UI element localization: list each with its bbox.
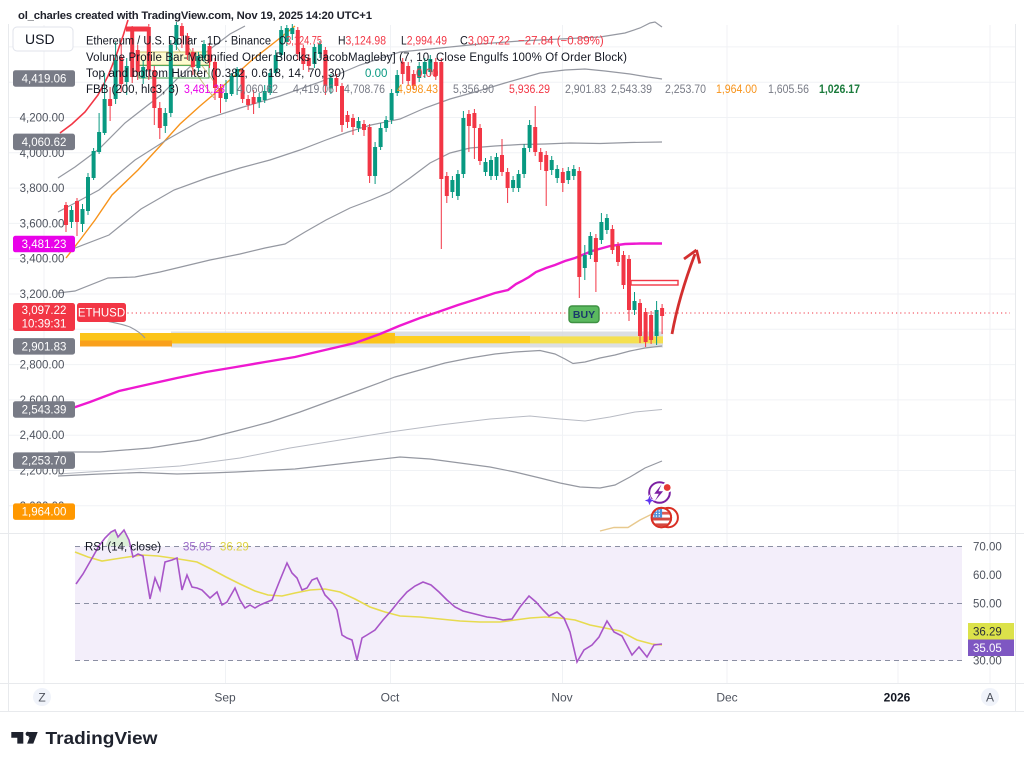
svg-text:FBB (200, hlc3, 3): FBB (200, hlc3, 3) <box>86 84 179 96</box>
svg-text:30.00: 30.00 <box>973 656 1002 668</box>
svg-text:5,356.90: 5,356.90 <box>453 84 494 96</box>
svg-text:2,253.70: 2,253.70 <box>665 84 706 96</box>
svg-text:2,253.70: 2,253.70 <box>22 456 67 468</box>
svg-text:4,060.62: 4,060.62 <box>237 84 278 96</box>
svg-text:TradingView: TradingView <box>46 728 158 748</box>
svg-text:4,060.62: 4,060.62 <box>22 137 67 149</box>
svg-text:4,998.43: 4,998.43 <box>397 84 438 96</box>
svg-text:4,419.06: 4,419.06 <box>22 73 67 85</box>
svg-text:1,026.17: 1,026.17 <box>819 84 860 96</box>
svg-text:ol_charles created with Tradin: ol_charles created with TradingView.com,… <box>18 10 372 22</box>
svg-text:3,481.23: 3,481.23 <box>184 84 225 96</box>
svg-text:1,605.56: 1,605.56 <box>768 84 809 96</box>
svg-text:Ethereum / U.S. Dollar · 1D ·: Ethereum / U.S. Dollar · 1D · Binance <box>86 36 271 48</box>
svg-text:O3,124.75: O3,124.75 <box>279 36 322 48</box>
svg-text:5,936.29: 5,936.29 <box>509 84 550 96</box>
svg-text:36.29: 36.29 <box>973 627 1002 639</box>
svg-text:36.29: 36.29 <box>220 542 249 554</box>
svg-text:0.00: 0.00 <box>416 68 438 80</box>
svg-text:Volume Profile Bar-Magnified O: Volume Profile Bar-Magnified Order Block… <box>86 52 627 64</box>
svg-text:RSI (14, close): RSI (14, close) <box>85 542 161 554</box>
svg-text:1,964.00: 1,964.00 <box>716 84 757 96</box>
svg-text:2,901.83: 2,901.83 <box>22 341 67 353</box>
svg-text:Oct: Oct <box>381 691 400 705</box>
svg-text:2,800.00: 2,800.00 <box>20 360 65 372</box>
svg-text:Nov: Nov <box>551 691 572 705</box>
svg-text:2,543.39: 2,543.39 <box>611 84 652 96</box>
svg-text:A: A <box>986 691 994 705</box>
svg-text:3,600.00: 3,600.00 <box>20 218 65 230</box>
svg-text:2,901.83: 2,901.83 <box>565 84 606 96</box>
svg-text:50.00: 50.00 <box>973 599 1002 611</box>
svg-text:3,481.23: 3,481.23 <box>22 239 67 251</box>
svg-text:60.00: 60.00 <box>973 570 1002 582</box>
svg-text:4,708.76: 4,708.76 <box>344 84 385 96</box>
svg-text:USD: USD <box>25 31 55 47</box>
svg-text:BUY: BUY <box>573 309 595 321</box>
svg-text:70.00: 70.00 <box>973 542 1002 554</box>
svg-text:2026: 2026 <box>884 691 911 705</box>
svg-text:35.05: 35.05 <box>973 643 1002 655</box>
svg-text:10:39:31: 10:39:31 <box>22 318 67 330</box>
svg-text:35.05: 35.05 <box>183 542 212 554</box>
svg-text:1,964.00: 1,964.00 <box>22 507 67 519</box>
svg-text:Sep: Sep <box>214 691 236 705</box>
svg-text:4,419.06: 4,419.06 <box>293 84 334 96</box>
svg-text:3,097.22: 3,097.22 <box>22 305 67 317</box>
svg-text:H3,124.98: H3,124.98 <box>338 36 386 48</box>
svg-text:L2,994.49: L2,994.49 <box>401 36 447 48</box>
svg-text:3,200.00: 3,200.00 <box>20 289 65 301</box>
svg-text:ETHUSD: ETHUSD <box>78 308 125 320</box>
svg-text:−27.84 (−0.89%): −27.84 (−0.89%) <box>518 36 604 48</box>
svg-text:4,200.00: 4,200.00 <box>20 113 65 125</box>
svg-text:0.00: 0.00 <box>365 68 387 80</box>
svg-text:3,400.00: 3,400.00 <box>20 254 65 266</box>
svg-text:3,800.00: 3,800.00 <box>20 183 65 195</box>
svg-text:Z: Z <box>38 691 45 705</box>
svg-text:Dec: Dec <box>716 691 737 705</box>
svg-text:2,400.00: 2,400.00 <box>20 430 65 442</box>
svg-text:C3,097.22: C3,097.22 <box>460 36 510 48</box>
svg-text:Top and bottom Hunter (0.382,: Top and bottom Hunter (0.382, 0.618, 14,… <box>86 68 345 80</box>
svg-text:4,000.00: 4,000.00 <box>20 148 65 160</box>
svg-text:2,543.39: 2,543.39 <box>22 405 67 417</box>
